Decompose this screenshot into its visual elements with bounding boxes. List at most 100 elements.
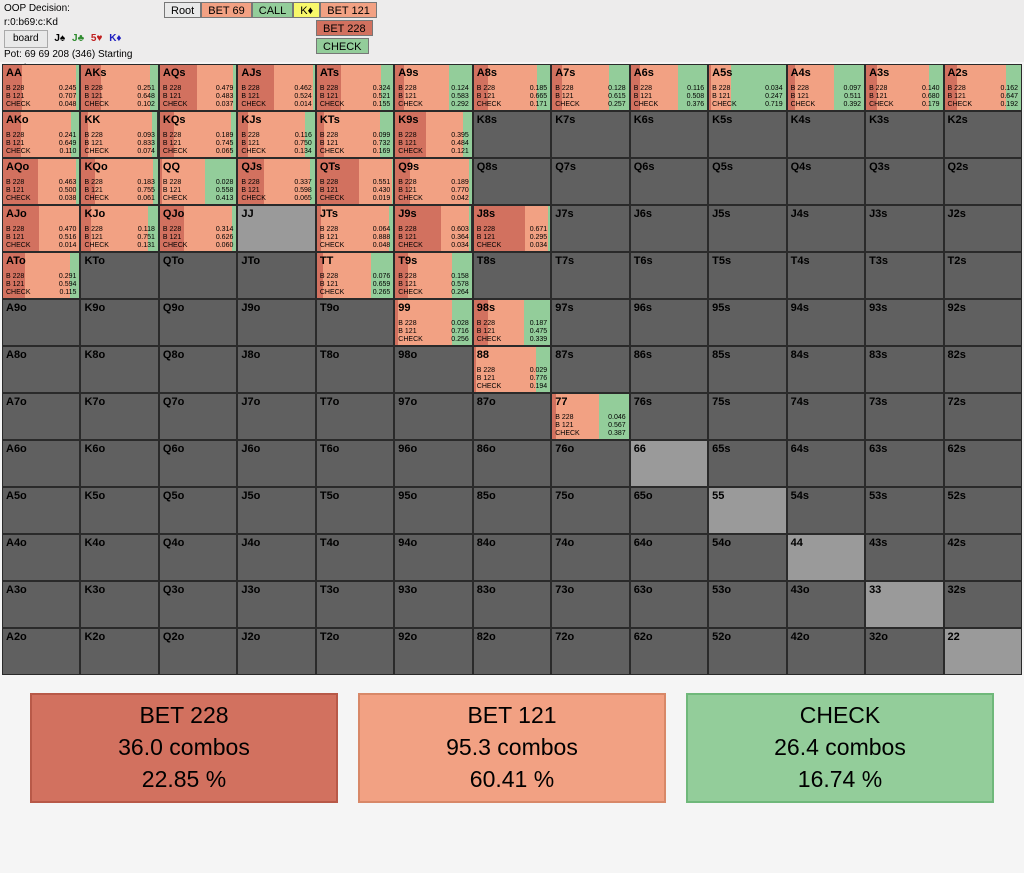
cell-K7s[interactable]: K7s — [551, 111, 629, 158]
cell-54s[interactable]: 54s — [787, 487, 865, 534]
cell-J6o[interactable]: J6o — [237, 440, 315, 487]
cell-72s[interactable]: 72s — [944, 393, 1022, 440]
cell-22[interactable]: 22 — [944, 628, 1022, 675]
cell-94s[interactable]: 94s — [787, 299, 865, 346]
cell-AQo[interactable]: AQoB 2280.463B 1210.500CHECK0.038 — [2, 158, 80, 205]
cell-QJo[interactable]: QJoB 2280.314B 1210.626CHECK0.060 — [159, 205, 237, 252]
cell-99[interactable]: 99B 2280.028B 1210.716CHECK0.256 — [394, 299, 472, 346]
cell-K5s[interactable]: K5s — [708, 111, 786, 158]
cell-85s[interactable]: 85s — [708, 346, 786, 393]
cell-K9s[interactable]: K9sB 2280.395B 1210.484CHECK0.121 — [394, 111, 472, 158]
cell-32o[interactable]: 32o — [865, 628, 943, 675]
cell-QTo[interactable]: QTo — [159, 252, 237, 299]
cell-75s[interactable]: 75s — [708, 393, 786, 440]
cell-87s[interactable]: 87s — [551, 346, 629, 393]
cell-73s[interactable]: 73s — [865, 393, 943, 440]
cell-J9o[interactable]: J9o — [237, 299, 315, 346]
cell-A5o[interactable]: A5o — [2, 487, 80, 534]
cell-A9s[interactable]: A9sB 2280.124B 1210.583CHECK0.292 — [394, 64, 472, 111]
cell-T7s[interactable]: T7s — [551, 252, 629, 299]
cell-93s[interactable]: 93s — [865, 299, 943, 346]
cell-98o[interactable]: 98o — [394, 346, 472, 393]
cell-A3o[interactable]: A3o — [2, 581, 80, 628]
cell-82o[interactable]: 82o — [473, 628, 551, 675]
cell-K3s[interactable]: K3s — [865, 111, 943, 158]
cell-J3o[interactable]: J3o — [237, 581, 315, 628]
cell-T3s[interactable]: T3s — [865, 252, 943, 299]
cell-K5o[interactable]: K5o — [80, 487, 158, 534]
cell-66[interactable]: 66 — [630, 440, 708, 487]
cell-T4o[interactable]: T4o — [316, 534, 394, 581]
cell-A8s[interactable]: A8sB 2280.185B 1210.665CHECK0.171 — [473, 64, 551, 111]
cell-54o[interactable]: 54o — [708, 534, 786, 581]
cell-98s[interactable]: 98sB 2280.187B 1210.475CHECK0.339 — [473, 299, 551, 346]
cell-K2o[interactable]: K2o — [80, 628, 158, 675]
cell-K9o[interactable]: K9o — [80, 299, 158, 346]
cell-Q9o[interactable]: Q9o — [159, 299, 237, 346]
cell-Q6s[interactable]: Q6s — [630, 158, 708, 205]
cell-97s[interactable]: 97s — [551, 299, 629, 346]
cell-Q7s[interactable]: Q7s — [551, 158, 629, 205]
cell-K6s[interactable]: K6s — [630, 111, 708, 158]
cell-53o[interactable]: 53o — [708, 581, 786, 628]
cell-A4s[interactable]: A4sB 2280.097B 1210.511CHECK0.392 — [787, 64, 865, 111]
cell-ATs[interactable]: ATsB 2280.324B 1210.521CHECK0.155 — [316, 64, 394, 111]
cell-K7o[interactable]: K7o — [80, 393, 158, 440]
cell-AA[interactable]: AAB 2280.245B 1210.707CHECK0.048 — [2, 64, 80, 111]
breadcrumb-call[interactable]: CALL — [252, 2, 294, 18]
cell-A7o[interactable]: A7o — [2, 393, 80, 440]
breadcrumb-root[interactable]: Root — [164, 2, 201, 18]
summary-check[interactable]: CHECK26.4 combos16.74 % — [686, 693, 994, 803]
cell-82s[interactable]: 82s — [944, 346, 1022, 393]
cell-76o[interactable]: 76o — [551, 440, 629, 487]
cell-Q7o[interactable]: Q7o — [159, 393, 237, 440]
cell-53s[interactable]: 53s — [865, 487, 943, 534]
cell-76s[interactable]: 76s — [630, 393, 708, 440]
cell-K4s[interactable]: K4s — [787, 111, 865, 158]
cell-A5s[interactable]: A5sB 2280.034B 1210.247CHECK0.719 — [708, 64, 786, 111]
cell-A2o[interactable]: A2o — [2, 628, 80, 675]
cell-32s[interactable]: 32s — [944, 581, 1022, 628]
cell-T9o[interactable]: T9o — [316, 299, 394, 346]
cell-44[interactable]: 44 — [787, 534, 865, 581]
cell-KQo[interactable]: KQoB 2280.183B 1210.755CHECK0.061 — [80, 158, 158, 205]
cell-QQ[interactable]: QQB 2280.028B 1210.558CHECK0.413 — [159, 158, 237, 205]
cell-A6o[interactable]: A6o — [2, 440, 80, 487]
cell-T9s[interactable]: T9sB 2280.158B 1210.578CHECK0.264 — [394, 252, 472, 299]
cell-J5s[interactable]: J5s — [708, 205, 786, 252]
cell-T2o[interactable]: T2o — [316, 628, 394, 675]
cell-Q9s[interactable]: Q9sB 2280.189B 1210.770CHECK0.042 — [394, 158, 472, 205]
cell-96o[interactable]: 96o — [394, 440, 472, 487]
cell-93o[interactable]: 93o — [394, 581, 472, 628]
cell-43o[interactable]: 43o — [787, 581, 865, 628]
board-button[interactable]: board — [4, 30, 48, 48]
cell-63s[interactable]: 63s — [865, 440, 943, 487]
cell-T3o[interactable]: T3o — [316, 581, 394, 628]
cell-J8o[interactable]: J8o — [237, 346, 315, 393]
cell-43s[interactable]: 43s — [865, 534, 943, 581]
cell-AQs[interactable]: AQsB 2280.479B 1210.483CHECK0.037 — [159, 64, 237, 111]
cell-83s[interactable]: 83s — [865, 346, 943, 393]
cell-JJ[interactable]: JJ — [237, 205, 315, 252]
cell-J7o[interactable]: J7o — [237, 393, 315, 440]
cell-T8s[interactable]: T8s — [473, 252, 551, 299]
cell-52s[interactable]: 52s — [944, 487, 1022, 534]
cell-KJo[interactable]: KJoB 2280.118B 1210.751CHECK0.131 — [80, 205, 158, 252]
cell-64o[interactable]: 64o — [630, 534, 708, 581]
cell-T7o[interactable]: T7o — [316, 393, 394, 440]
cell-62s[interactable]: 62s — [944, 440, 1022, 487]
cell-95o[interactable]: 95o — [394, 487, 472, 534]
cell-K6o[interactable]: K6o — [80, 440, 158, 487]
cell-A4o[interactable]: A4o — [2, 534, 80, 581]
cell-52o[interactable]: 52o — [708, 628, 786, 675]
cell-A6s[interactable]: A6sB 2280.116B 1210.508CHECK0.376 — [630, 64, 708, 111]
cell-Q2o[interactable]: Q2o — [159, 628, 237, 675]
cell-Q3s[interactable]: Q3s — [865, 158, 943, 205]
cell-Q8s[interactable]: Q8s — [473, 158, 551, 205]
cell-A2s[interactable]: A2sB 2280.162B 1210.647CHECK0.192 — [944, 64, 1022, 111]
cell-65o[interactable]: 65o — [630, 487, 708, 534]
cell-T6s[interactable]: T6s — [630, 252, 708, 299]
breadcrumb-check[interactable]: CHECK — [316, 38, 369, 54]
cell-J8s[interactable]: J8sB 2280.671B 1210.295CHECK0.034 — [473, 205, 551, 252]
cell-KTo[interactable]: KTo — [80, 252, 158, 299]
